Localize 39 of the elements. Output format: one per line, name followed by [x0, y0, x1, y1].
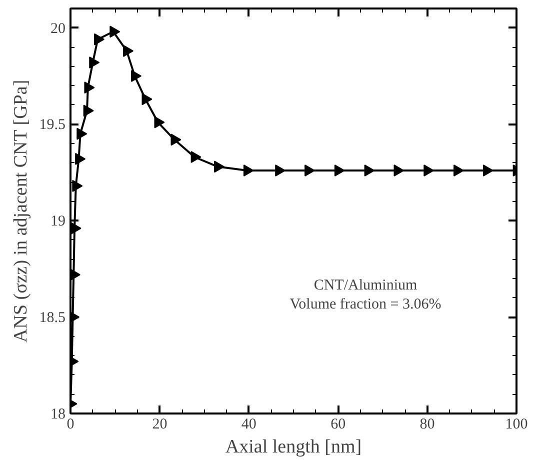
point — [334, 164, 345, 176]
y-tick-label: 19.5 — [39, 117, 66, 134]
point — [131, 70, 142, 82]
x-tick-label: 100 — [505, 416, 528, 432]
point — [364, 164, 375, 176]
point — [83, 104, 94, 117]
point — [394, 164, 404, 176]
annotation: CNT/Aluminium — [314, 278, 418, 294]
x-axis-title: Axial length [nm] — [225, 436, 362, 458]
point — [424, 164, 434, 176]
point — [214, 160, 225, 173]
point — [304, 164, 316, 176]
point — [275, 164, 286, 176]
point — [482, 164, 494, 176]
point — [154, 116, 165, 128]
annotation: Volume fraction = 3.06% — [290, 296, 442, 312]
point — [454, 164, 464, 176]
x-tick-label: 20 — [152, 416, 168, 432]
point — [84, 82, 95, 94]
x-tick-label: 80 — [420, 416, 435, 432]
point — [123, 44, 134, 57]
x-tick-label: 0 — [66, 416, 74, 432]
point — [142, 93, 152, 106]
point — [89, 56, 100, 68]
point — [190, 151, 202, 163]
y-tick-label: 19 — [50, 214, 66, 230]
point — [170, 134, 182, 146]
y-tick-label: 20 — [50, 20, 66, 37]
y-axis-title: ANS (σzz) in adjacent CNT [GPa] — [10, 80, 32, 342]
point — [72, 180, 83, 192]
point — [243, 164, 254, 176]
x-tick-label: 60 — [330, 416, 346, 432]
point — [110, 26, 120, 38]
x-tick-label: 40 — [241, 416, 256, 432]
point — [75, 152, 86, 165]
y-tick-label: 18.5 — [39, 310, 66, 326]
point — [76, 128, 88, 140]
y-tick-label: 18 — [50, 406, 66, 422]
point — [94, 33, 105, 46]
